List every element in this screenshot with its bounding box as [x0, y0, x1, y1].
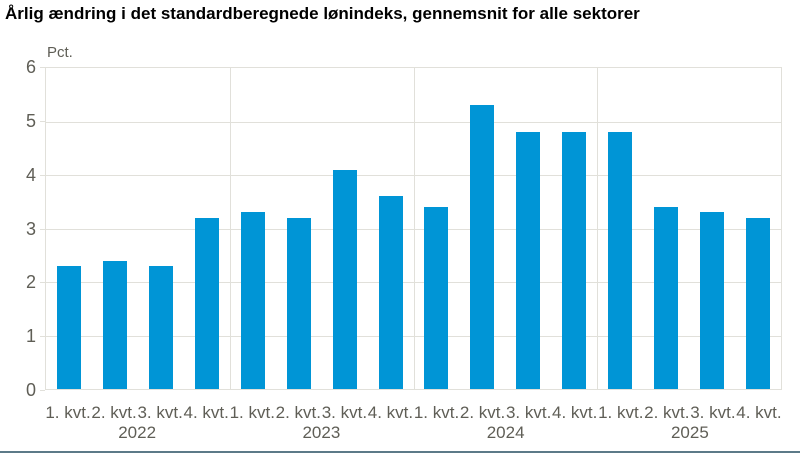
x-axis-year-labels: 2022 2023 2024 2025 [45, 423, 782, 442]
y-tick-label-5: 5 [25, 110, 36, 131]
bar-2023-q1 [240, 212, 265, 389]
year-separator-2023 [229, 68, 231, 389]
x-tick-label-2023-q4: 4. kvt. [367, 403, 414, 422]
bar-2024-q1 [424, 207, 449, 389]
bar-group-2025 [597, 68, 781, 389]
bar-group-2022 [46, 68, 230, 389]
y-tick-mark-5 [40, 120, 45, 122]
bar-slot-2025-q4 [735, 68, 781, 389]
x-tick-label-2025-q4: 4. kvt. [736, 403, 782, 422]
bar-2022-q3 [148, 265, 173, 389]
plot-area [45, 67, 782, 390]
x-tick-label-2023-q1: 1. kvt. [229, 403, 275, 422]
bar-slot-2022-q2 [92, 68, 138, 389]
x-tick-label-2025-q1: 1. kvt. [598, 403, 644, 422]
bar-slot-2025-q3 [689, 68, 735, 389]
y-tick-label-3: 3 [25, 218, 36, 239]
y-tick-mark-1 [40, 336, 45, 338]
x-tick-label-2025-q2: 2. kvt. [644, 403, 690, 422]
bar-slot-2024-q4 [551, 68, 597, 389]
x-year-label-2022: 2022 [118, 423, 157, 442]
bar-2022-q2 [102, 260, 127, 389]
bars-layer [46, 68, 781, 389]
y-tick-label-6: 6 [25, 57, 36, 77]
bar-2022-q4 [194, 217, 219, 389]
bar-slot-2022-q4 [184, 68, 230, 389]
x-year-label-2025: 2025 [670, 423, 709, 442]
bar-group-2024 [414, 68, 598, 389]
bar-2023-q2 [286, 217, 311, 389]
y-tick-mark-4 [40, 174, 45, 176]
bar-group-2023 [230, 68, 414, 389]
bar-slot-2024-q3 [505, 68, 551, 389]
bar-slot-2022-q1 [46, 68, 92, 389]
bar-slot-2025-q2 [643, 68, 689, 389]
bottom-divider-rule [0, 451, 800, 453]
y-tick-label-2: 2 [25, 272, 36, 293]
y-tick-mark-6 [40, 67, 45, 68]
y-tick-mark-2 [40, 282, 45, 284]
x-tick-label-2024-q2: 2. kvt. [459, 403, 506, 422]
chart-title: Årlig ændring i det standardberegnede lø… [5, 4, 640, 23]
x-tick-label-2022-q1: 1. kvt. [45, 403, 91, 422]
bar-2024-q3 [516, 132, 541, 389]
x-axis-quarter-labels: 1. kvt. 2. kvt. 3. kvt. 4. kvt. 1. kvt. 2. kv… [45, 403, 782, 422]
year-separator-2025 [597, 68, 599, 389]
x-tick-label-2022-q4: 4. kvt. [183, 403, 229, 422]
x-tick-label-2024-q3: 3. kvt. [505, 403, 552, 422]
y-tick-label-4: 4 [25, 164, 36, 185]
y-tick-label-1: 1 [25, 326, 36, 347]
x-tick-label-2022-q2: 2. kvt. [91, 403, 137, 422]
bar-2022-q1 [56, 265, 81, 389]
y-tick-mark-3 [40, 228, 45, 230]
x-tick-label-2022-q3: 3. kvt. [137, 403, 183, 422]
bar-slot-2024-q1 [414, 68, 460, 389]
bar-slot-2023-q1 [230, 68, 276, 389]
bar-2024-q2 [470, 105, 495, 389]
x-tick-label-2024-q4: 4. kvt. [552, 403, 598, 422]
y-tick-mark-0 [40, 390, 45, 391]
bar-slot-2025-q1 [597, 68, 643, 389]
x-tick-label-2024-q1: 1. kvt. [413, 403, 460, 422]
bar-2024-q4 [562, 132, 587, 389]
bar-slot-2023-q3 [322, 68, 368, 389]
x-year-label-2023: 2023 [302, 423, 341, 442]
x-tick-label-2025-q3: 3. kvt. [690, 403, 736, 422]
bar-slot-2024-q2 [459, 68, 505, 389]
bar-slot-2023-q4 [368, 68, 414, 389]
x-year-label-2024: 2024 [486, 423, 525, 442]
year-separator-2024 [413, 68, 415, 389]
y-axis-unit-label: Pct. [47, 44, 73, 61]
bar-2025-q1 [608, 132, 633, 389]
bar-2023-q3 [332, 169, 357, 389]
y-tick-label-0: 0 [25, 380, 36, 400]
x-tick-label-2023-q2: 2. kvt. [275, 403, 322, 422]
bar-2025-q4 [746, 217, 771, 389]
bar-2025-q3 [700, 212, 725, 389]
bar-2025-q2 [654, 207, 679, 389]
x-tick-label-2023-q3: 3. kvt. [321, 403, 368, 422]
bar-slot-2023-q2 [276, 68, 322, 389]
bar-slot-2022-q3 [138, 68, 184, 389]
bar-2023-q4 [378, 196, 403, 389]
